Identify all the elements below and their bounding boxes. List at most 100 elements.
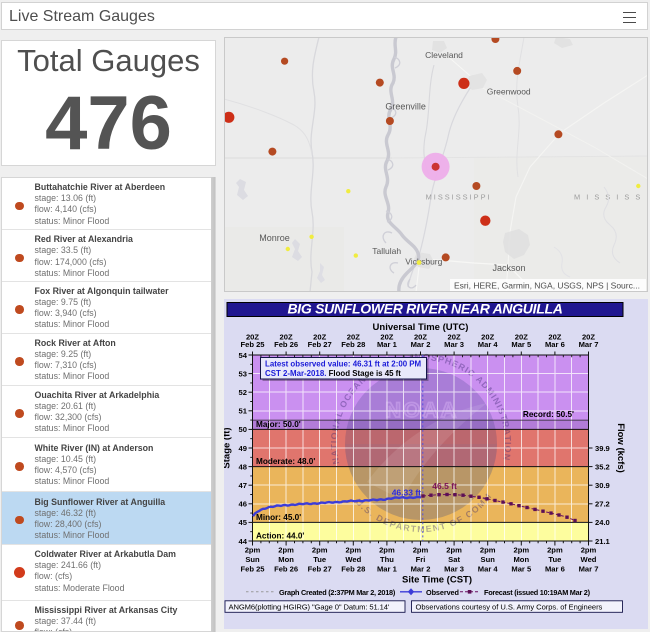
svg-text:44: 44 [239, 537, 248, 546]
svg-text:Cleveland: Cleveland [425, 50, 463, 60]
svg-text:20Z: 20Z [347, 332, 360, 341]
svg-text:20Z: 20Z [246, 332, 259, 341]
svg-text:Feb 25: Feb 25 [240, 564, 265, 573]
svg-text:2pm: 2pm [547, 546, 563, 555]
svg-text:Mar 1: Mar 1 [377, 340, 398, 349]
svg-text:Mar 7: Mar 7 [579, 564, 599, 573]
svg-text:Mar 3: Mar 3 [444, 340, 464, 349]
svg-text:46.33 ft: 46.33 ft [392, 488, 421, 498]
svg-text:27.2: 27.2 [595, 500, 610, 509]
svg-text:Mar 3: Mar 3 [444, 564, 464, 573]
svg-text:Mar 7: Mar 7 [579, 340, 599, 349]
svg-text:Greenville: Greenville [385, 102, 426, 112]
svg-text:20Z: 20Z [481, 332, 494, 341]
svg-text:20Z: 20Z [448, 332, 461, 341]
svg-text:Mar 2: Mar 2 [411, 340, 431, 349]
svg-text:49: 49 [239, 444, 247, 453]
svg-text:Mon: Mon [513, 555, 529, 564]
svg-text:Mon: Mon [278, 555, 294, 564]
svg-text:Record: 50.5': Record: 50.5' [523, 410, 574, 419]
svg-text:20Z: 20Z [582, 332, 595, 341]
svg-text:Action: 44.0': Action: 44.0' [256, 532, 304, 541]
svg-text:2pm: 2pm [581, 546, 597, 555]
svg-text:46.5 ft: 46.5 ft [432, 481, 457, 491]
svg-text:Minor: 45.0': Minor: 45.0' [256, 513, 301, 522]
svg-text:Site Time (CST): Site Time (CST) [402, 574, 472, 585]
svg-text:Mar 6: Mar 6 [545, 564, 565, 573]
svg-text:Mar 4: Mar 4 [478, 564, 499, 573]
svg-text:2pm: 2pm [345, 546, 361, 555]
svg-text:Feb 28: Feb 28 [341, 340, 365, 349]
svg-text:2pm: 2pm [446, 546, 462, 555]
svg-text:2pm: 2pm [245, 546, 261, 555]
svg-text:Observed: Observed [426, 588, 459, 597]
svg-text:21.1: 21.1 [595, 537, 611, 546]
svg-text:Tallulah: Tallulah [372, 246, 401, 256]
svg-text:NOAA: NOAA [385, 398, 458, 422]
svg-text:Sat: Sat [448, 555, 460, 564]
svg-text:2pm: 2pm [379, 546, 395, 555]
svg-text:Wed: Wed [581, 555, 597, 564]
svg-text:Feb 27: Feb 27 [308, 564, 332, 573]
svg-text:Thu: Thu [380, 555, 394, 564]
svg-text:2pm: 2pm [480, 546, 496, 555]
svg-text:M I S S I S S: M I S S I S S [574, 193, 642, 202]
svg-text:20Z: 20Z [548, 332, 561, 341]
svg-text:Forecast (issued 10:19AM Mar 2: Forecast (issued 10:19AM Mar 2) [484, 588, 591, 597]
svg-text:Mar 6: Mar 6 [545, 340, 565, 349]
svg-text:Fri: Fri [416, 555, 426, 564]
svg-text:Universal Time (UTC): Universal Time (UTC) [373, 322, 469, 333]
svg-text:20Z: 20Z [380, 332, 393, 341]
svg-text:Feb 26: Feb 26 [274, 564, 298, 573]
svg-text:Major: 50.0': Major: 50.0' [256, 420, 301, 429]
svg-text:Feb 26: Feb 26 [274, 340, 298, 349]
svg-text:Graph Created (2:37PM Mar 2, 2: Graph Created (2:37PM Mar 2, 2018) [279, 588, 396, 597]
svg-text:Flow (kcfs): Flow (kcfs) [615, 423, 626, 473]
svg-text:ANGM6(plotting HGIRG) "Gage 0": ANGM6(plotting HGIRG) "Gage 0" Datum: 51… [229, 602, 390, 611]
svg-text:Observations courtesy of U.S.: Observations courtesy of U.S. Army Corps… [416, 602, 603, 611]
svg-text:20Z: 20Z [414, 332, 427, 341]
svg-text:Sun: Sun [481, 555, 496, 564]
svg-text:Mar 4: Mar 4 [478, 340, 499, 349]
svg-text:39.9: 39.9 [595, 444, 610, 453]
svg-text:Jackson: Jackson [492, 263, 525, 273]
svg-text:Tue: Tue [313, 555, 326, 564]
svg-text:53: 53 [239, 369, 247, 378]
svg-text:48: 48 [239, 462, 247, 471]
svg-text:Feb 28: Feb 28 [341, 564, 365, 573]
svg-text:52: 52 [239, 388, 247, 397]
svg-text:Latest observed value: 46.31: Latest observed value: 46.31 ft at 2:00 … [265, 359, 422, 368]
svg-text:Monroe: Monroe [259, 233, 290, 243]
svg-text:Mar 5: Mar 5 [511, 564, 532, 573]
svg-text:20Z: 20Z [515, 332, 528, 341]
svg-text:35.2: 35.2 [595, 462, 610, 471]
svg-text:Mar 2: Mar 2 [411, 564, 431, 573]
svg-text:Sun: Sun [245, 555, 260, 564]
svg-text:MISSISSIPPI: MISSISSIPPI [426, 193, 492, 202]
svg-text:Feb 25: Feb 25 [240, 340, 265, 349]
svg-text:Greenwood: Greenwood [487, 87, 531, 97]
svg-text:51: 51 [239, 407, 248, 416]
svg-text:Wed: Wed [345, 555, 361, 564]
svg-text:2pm: 2pm [312, 546, 328, 555]
svg-text:54: 54 [239, 351, 248, 360]
svg-text:Esri, HERE, Garmin, NGA, USGS,: Esri, HERE, Garmin, NGA, USGS, NPS | Sou… [454, 281, 640, 291]
svg-text:Vicksburg: Vicksburg [405, 257, 442, 267]
svg-text:20Z: 20Z [313, 332, 326, 341]
svg-text:Mar 5: Mar 5 [511, 340, 532, 349]
svg-text:2pm: 2pm [513, 546, 529, 555]
svg-text:Feb 27: Feb 27 [308, 340, 332, 349]
svg-text:CST 2-Mar-2018. Flood Stage i: CST 2-Mar-2018. Flood Stage is 45 ft [265, 369, 401, 378]
svg-text:46: 46 [239, 500, 247, 509]
svg-text:Stage (ft): Stage (ft) [224, 427, 233, 468]
svg-text:47: 47 [239, 481, 247, 490]
svg-text:50: 50 [239, 425, 247, 434]
svg-text:2pm: 2pm [278, 546, 294, 555]
svg-text:Mar 1: Mar 1 [377, 564, 398, 573]
svg-text:2pm: 2pm [413, 546, 429, 555]
svg-text:Moderate: 48.0': Moderate: 48.0' [256, 457, 315, 466]
svg-text:Tue: Tue [548, 555, 561, 564]
svg-text:24.0: 24.0 [595, 518, 610, 527]
svg-text:BIG SUNFLOWER RIVER NEAR ANGUI: BIG SUNFLOWER RIVER NEAR ANGUILLA [287, 300, 562, 316]
svg-text:30.9: 30.9 [595, 481, 610, 490]
